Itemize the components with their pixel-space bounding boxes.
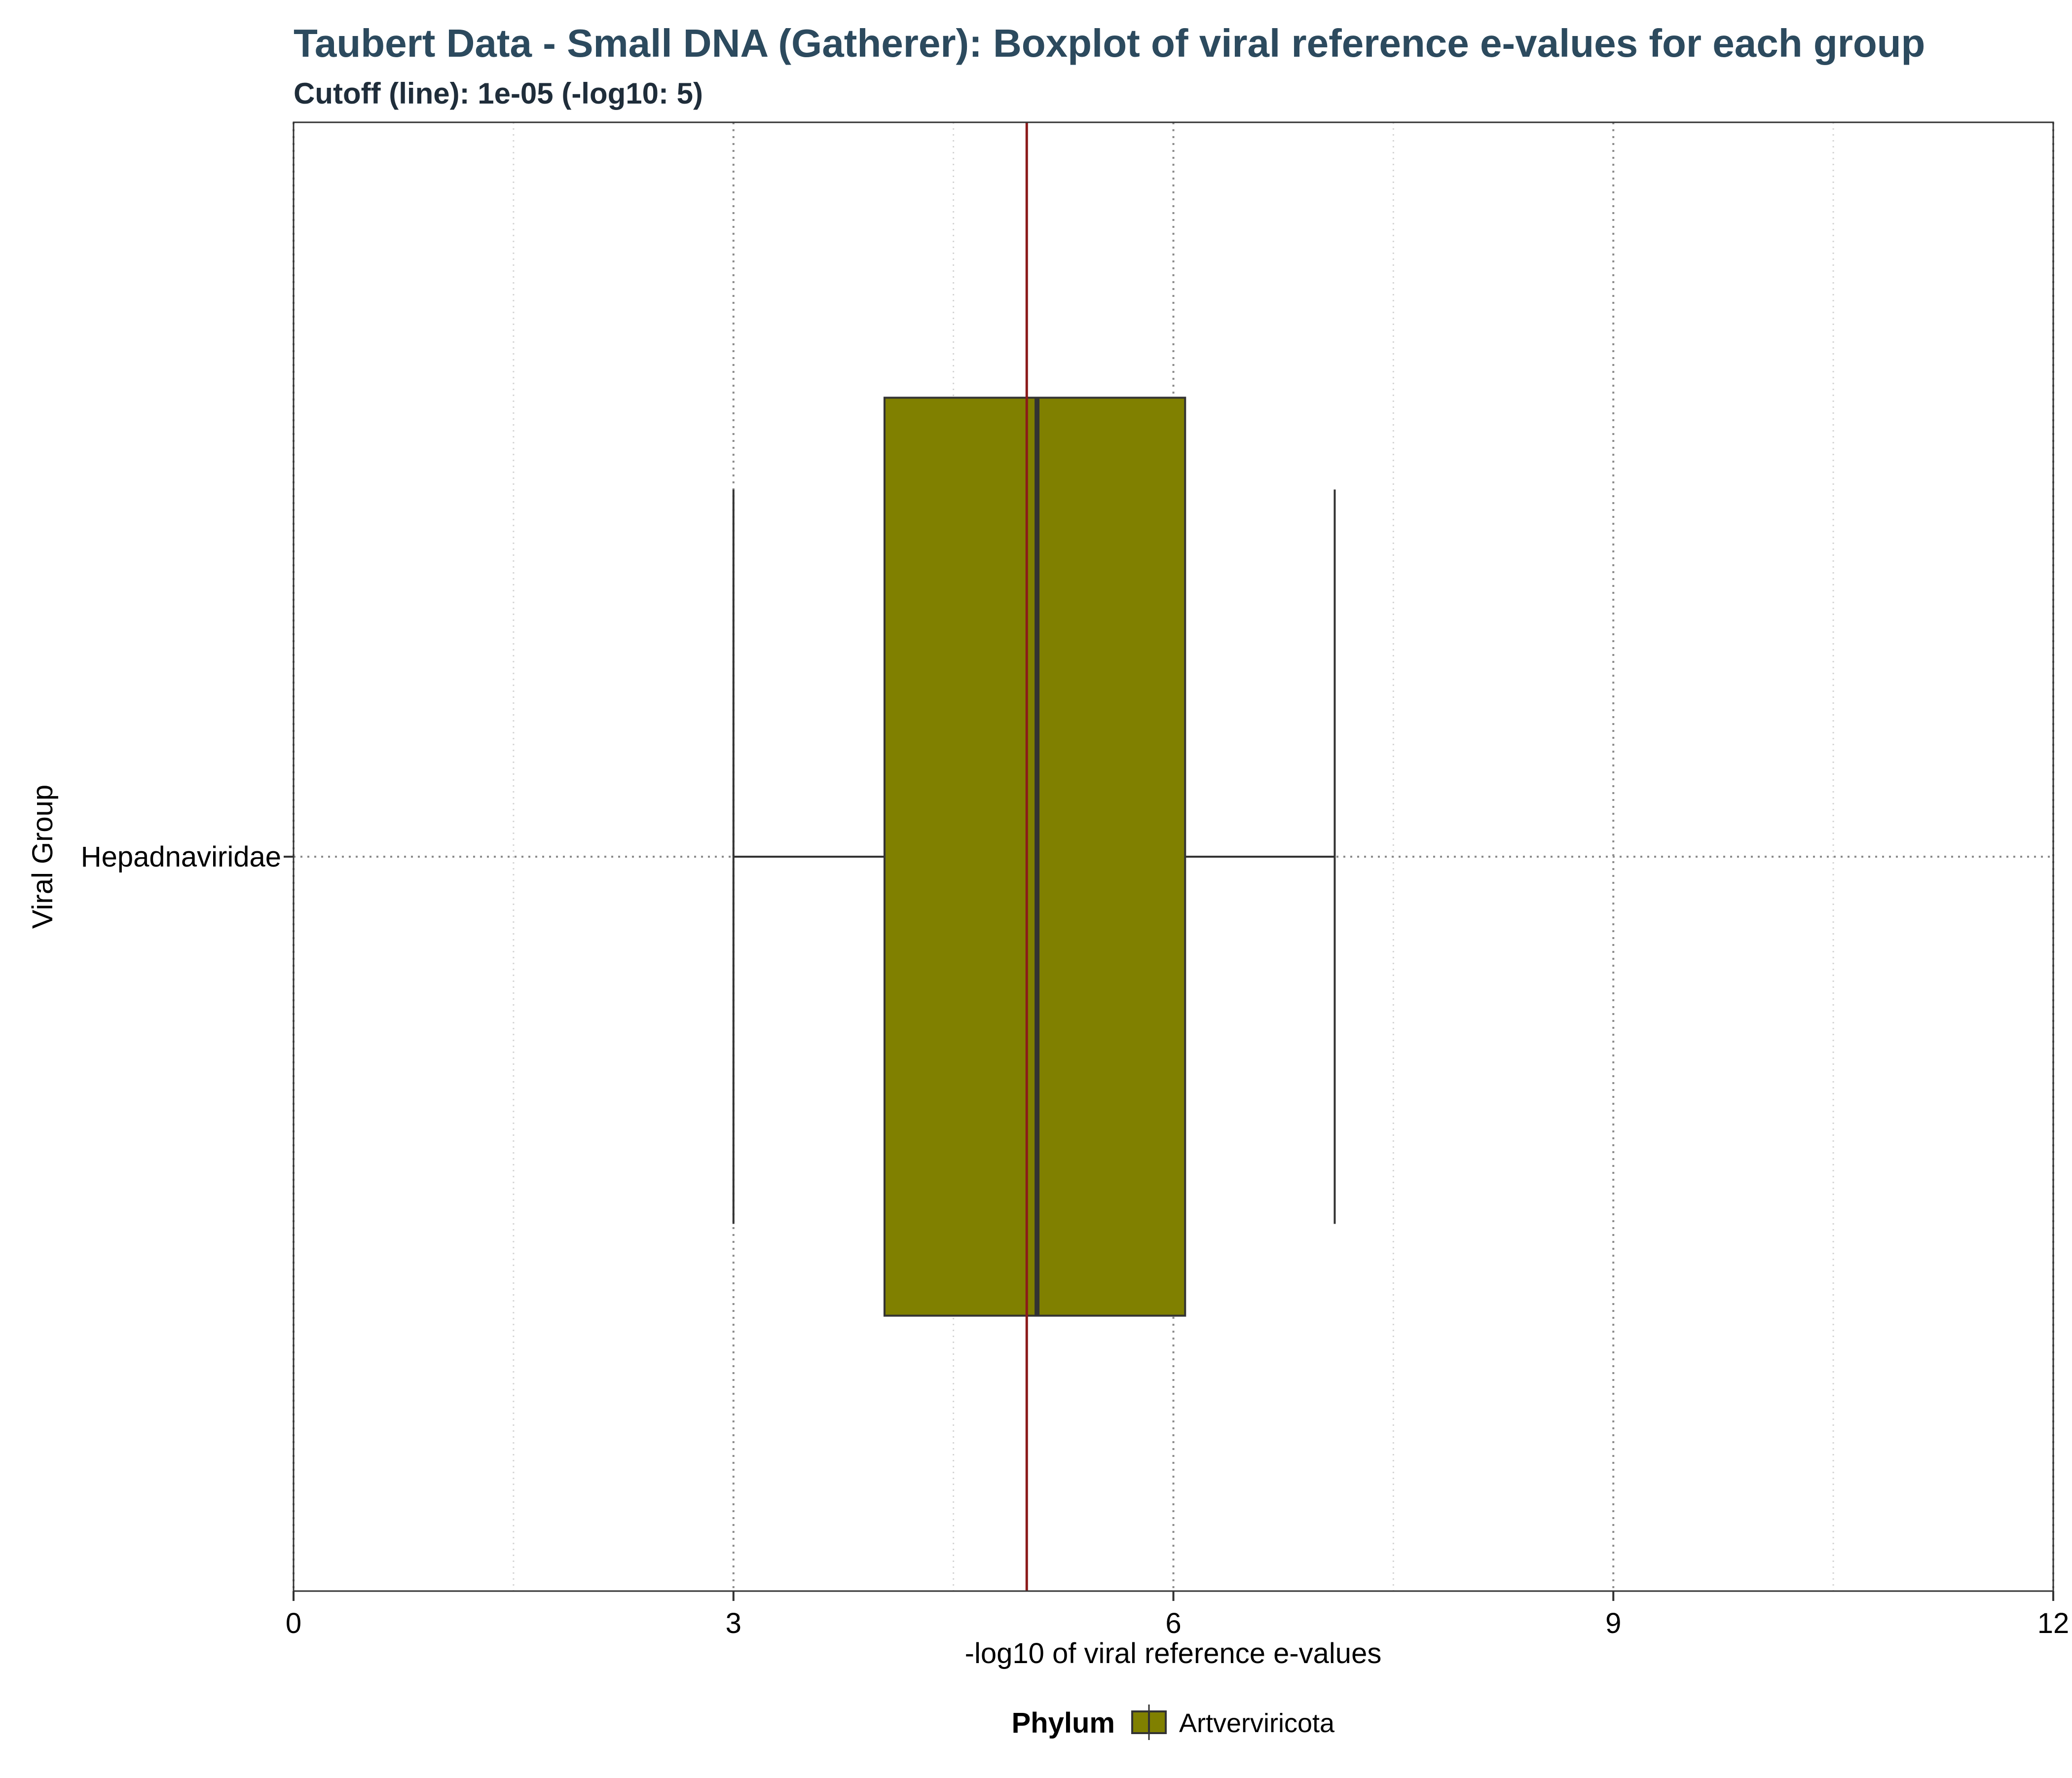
box-hepadnaviridae: [732, 397, 1336, 1317]
x-tick-label: 9: [1605, 1607, 1621, 1639]
y-axis-title: Viral Group: [27, 785, 59, 929]
x-tick-label: 6: [1165, 1607, 1181, 1639]
legend-label: Artverviricota: [1179, 1708, 1335, 1738]
x-tick-label: 12: [2037, 1607, 2070, 1639]
legend: Phylum Artverviricota: [1012, 1705, 1335, 1740]
axis-layer: 0 3 6 9 12 Hepadnaviridae: [81, 841, 2070, 1639]
legend-entry: Artverviricota: [1131, 1705, 1335, 1740]
y-tick-label: Hepadnaviridae: [81, 841, 281, 873]
x-tick-label: 3: [726, 1607, 741, 1639]
chart-subtitle: Cutoff (line): 1e-05 (-log10: 5): [294, 77, 703, 110]
chart-title: Taubert Data - Small DNA (Gatherer): Box…: [294, 21, 1925, 65]
data-layer: [732, 122, 1336, 1591]
legend-title: Phylum: [1012, 1707, 1115, 1739]
x-tick-label: 0: [286, 1607, 301, 1639]
legend-entries: Artverviricota: [1131, 1705, 1335, 1740]
x-axis-title: -log10 of viral reference e-values: [965, 1637, 1382, 1669]
